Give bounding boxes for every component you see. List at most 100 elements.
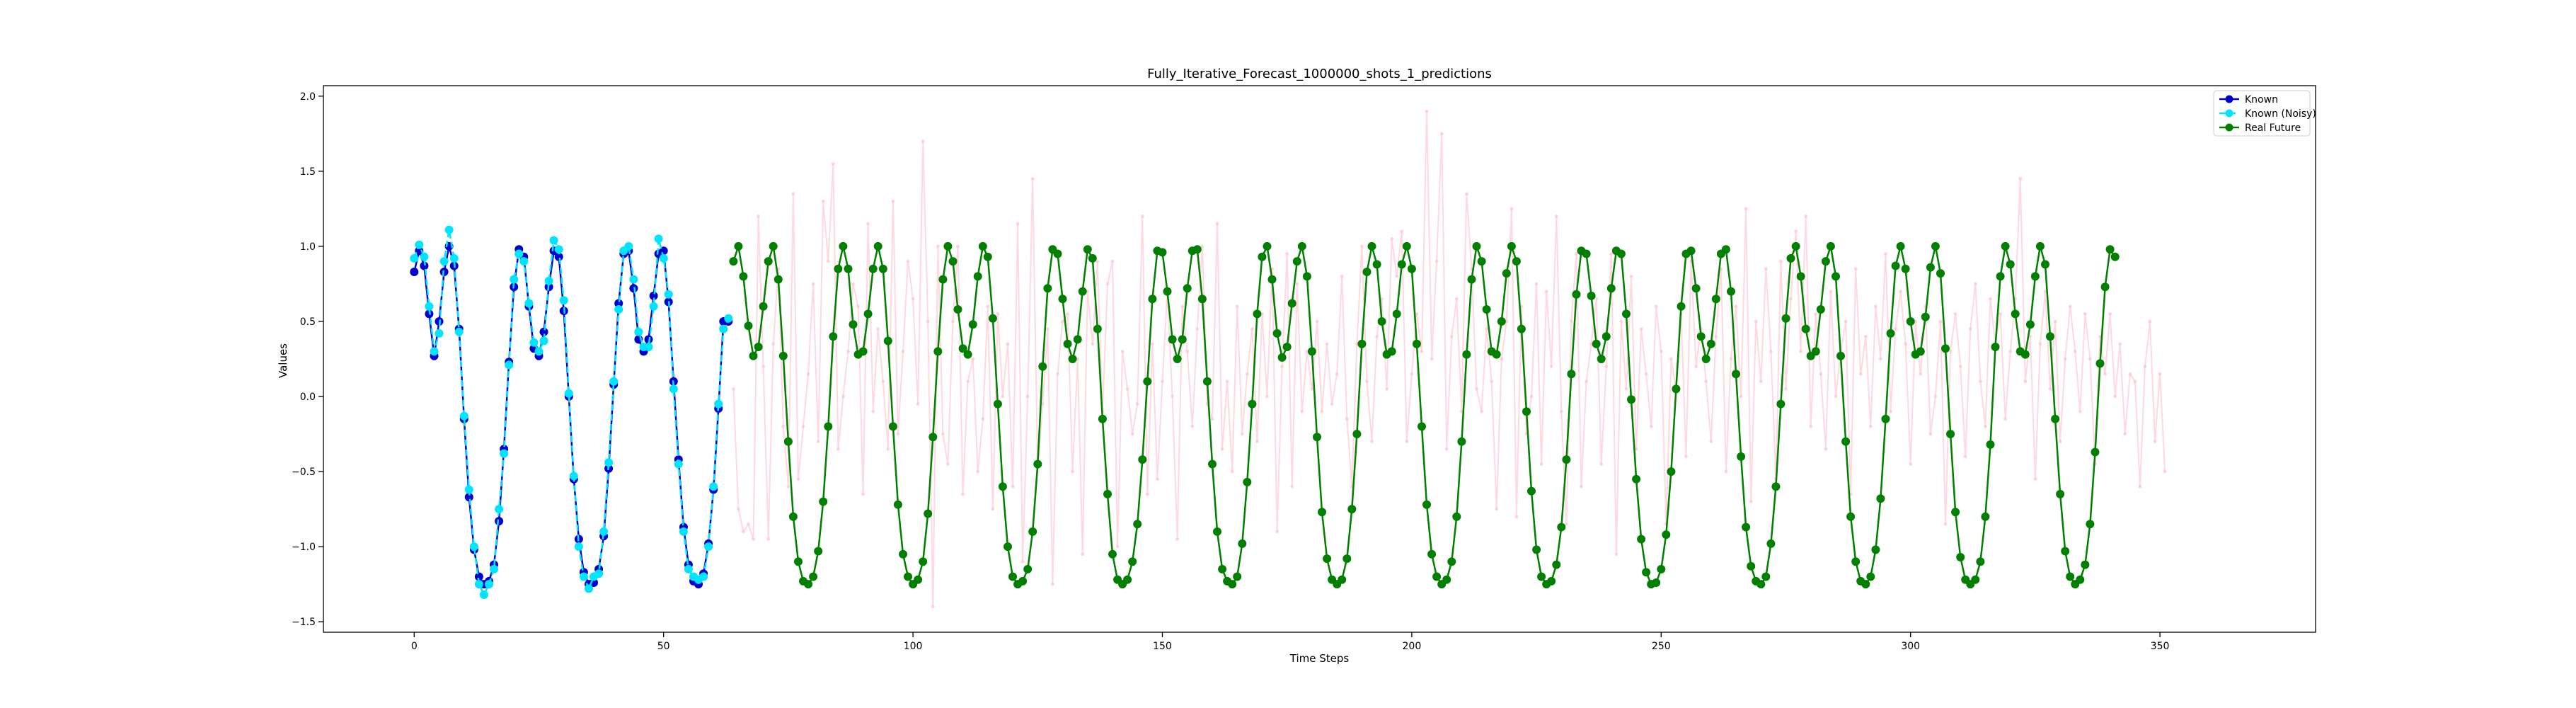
prediction-point [1943, 522, 1948, 526]
real-future-point [1402, 241, 1411, 251]
prediction-point [811, 282, 815, 286]
known-noisy-point [724, 314, 733, 323]
real-future-point [1272, 329, 1282, 338]
prediction-point [2003, 417, 2008, 421]
prediction-point [826, 259, 830, 263]
prediction-point [1071, 469, 1075, 474]
prediction-point [1819, 372, 1823, 376]
x-axis-title: Time Steps [1289, 652, 1350, 665]
known-noisy-point [435, 329, 444, 338]
prediction-point [1180, 304, 1185, 309]
real-future-point [1233, 572, 1242, 581]
real-future-point [1457, 437, 1466, 446]
real-future-point [788, 512, 798, 521]
prediction-point [2133, 379, 2137, 384]
known-noisy-point [534, 347, 544, 356]
prediction-point [1330, 402, 1334, 406]
prediction-point [841, 394, 845, 399]
prediction-point [986, 304, 990, 309]
real-future-point [2051, 414, 2060, 423]
real-future-point [1357, 339, 1367, 348]
real-future-point [2001, 241, 2010, 251]
real-future-point [1517, 324, 1526, 333]
real-future-point [1253, 309, 1262, 319]
real-future-point [1677, 302, 1686, 311]
real-future-point [914, 575, 923, 584]
real-future-point [1562, 455, 1571, 464]
prediction-point [1130, 432, 1134, 436]
real-future-point [1557, 523, 1566, 532]
real-future-point [1582, 249, 1591, 258]
known-noisy-point [569, 472, 578, 481]
real-future-point [1696, 332, 1706, 341]
prediction-point [961, 492, 965, 496]
prediction-point [1933, 394, 1938, 399]
prediction-point [1953, 312, 1957, 316]
prediction-point [1096, 259, 1100, 263]
real-future-point [1447, 557, 1456, 566]
real-future-point [824, 422, 833, 431]
real-future-point [734, 241, 743, 251]
x-tick-label: 200 [1403, 641, 1422, 652]
legend-box [2213, 90, 2311, 137]
x-tick-label: 150 [1153, 641, 1172, 652]
prediction-point [1878, 357, 1882, 361]
real-future-point [958, 344, 967, 353]
real-future-point [1592, 339, 1601, 348]
real-future-point [1851, 557, 1861, 566]
real-future-point [988, 314, 997, 323]
real-future-point [1662, 530, 1671, 539]
known-point [539, 327, 548, 336]
prediction-point [1195, 327, 1200, 331]
real-future-point [1427, 549, 1437, 559]
real-future-point [1836, 351, 1845, 360]
real-future-point [1088, 253, 1097, 263]
real-future-point [1781, 314, 1790, 323]
prediction-point [1020, 559, 1025, 564]
prediction-point [1365, 379, 1369, 384]
known-noisy-point [669, 384, 678, 394]
real-future-point [1711, 295, 1720, 304]
prediction-point [1704, 379, 1708, 384]
known-noisy-point [704, 542, 713, 552]
prediction-point [2108, 312, 2112, 316]
real-future-point [2046, 332, 2054, 341]
prediction-point [2023, 379, 2028, 384]
prediction-point [1989, 297, 1992, 301]
real-future-point [1163, 287, 1172, 296]
real-future-point [1642, 568, 1651, 577]
prediction-point [2008, 349, 2013, 353]
prediction-point [1105, 282, 1110, 286]
prediction-point [2018, 177, 2023, 181]
prediction-point [1759, 379, 1763, 384]
prediction-point [1844, 319, 1848, 324]
prediction-point [1599, 462, 1604, 466]
plot-frame [323, 85, 2316, 633]
real-future-point [759, 302, 768, 311]
prediction-point [1006, 342, 1010, 346]
prediction-point [781, 424, 786, 428]
prediction-point [2113, 394, 2117, 399]
prediction-point [1714, 334, 1718, 338]
real-future-point [1352, 430, 1362, 438]
prediction-point [981, 417, 985, 421]
real-future-point [1168, 335, 1177, 344]
known-point [614, 299, 623, 308]
real-future-point [1178, 335, 1187, 344]
real-future-point [1183, 284, 1192, 293]
x-tick-label: 50 [657, 641, 670, 652]
prediction-point [806, 372, 810, 376]
real-future-point [1053, 249, 1062, 258]
prediction-point [1510, 207, 1514, 211]
known-noisy-point [524, 299, 534, 308]
prediction-point [1290, 484, 1294, 489]
prediction-point [911, 297, 915, 301]
real-future-point [998, 482, 1007, 491]
legend-label: Known (Noisy) [2245, 108, 2316, 120]
real-future-point [834, 264, 843, 273]
real-future-point [899, 549, 907, 559]
real-future-point [1951, 508, 1960, 517]
prediction-point [1050, 582, 1054, 586]
prediction-point [1265, 394, 1269, 399]
real-future-point [1477, 257, 1486, 266]
